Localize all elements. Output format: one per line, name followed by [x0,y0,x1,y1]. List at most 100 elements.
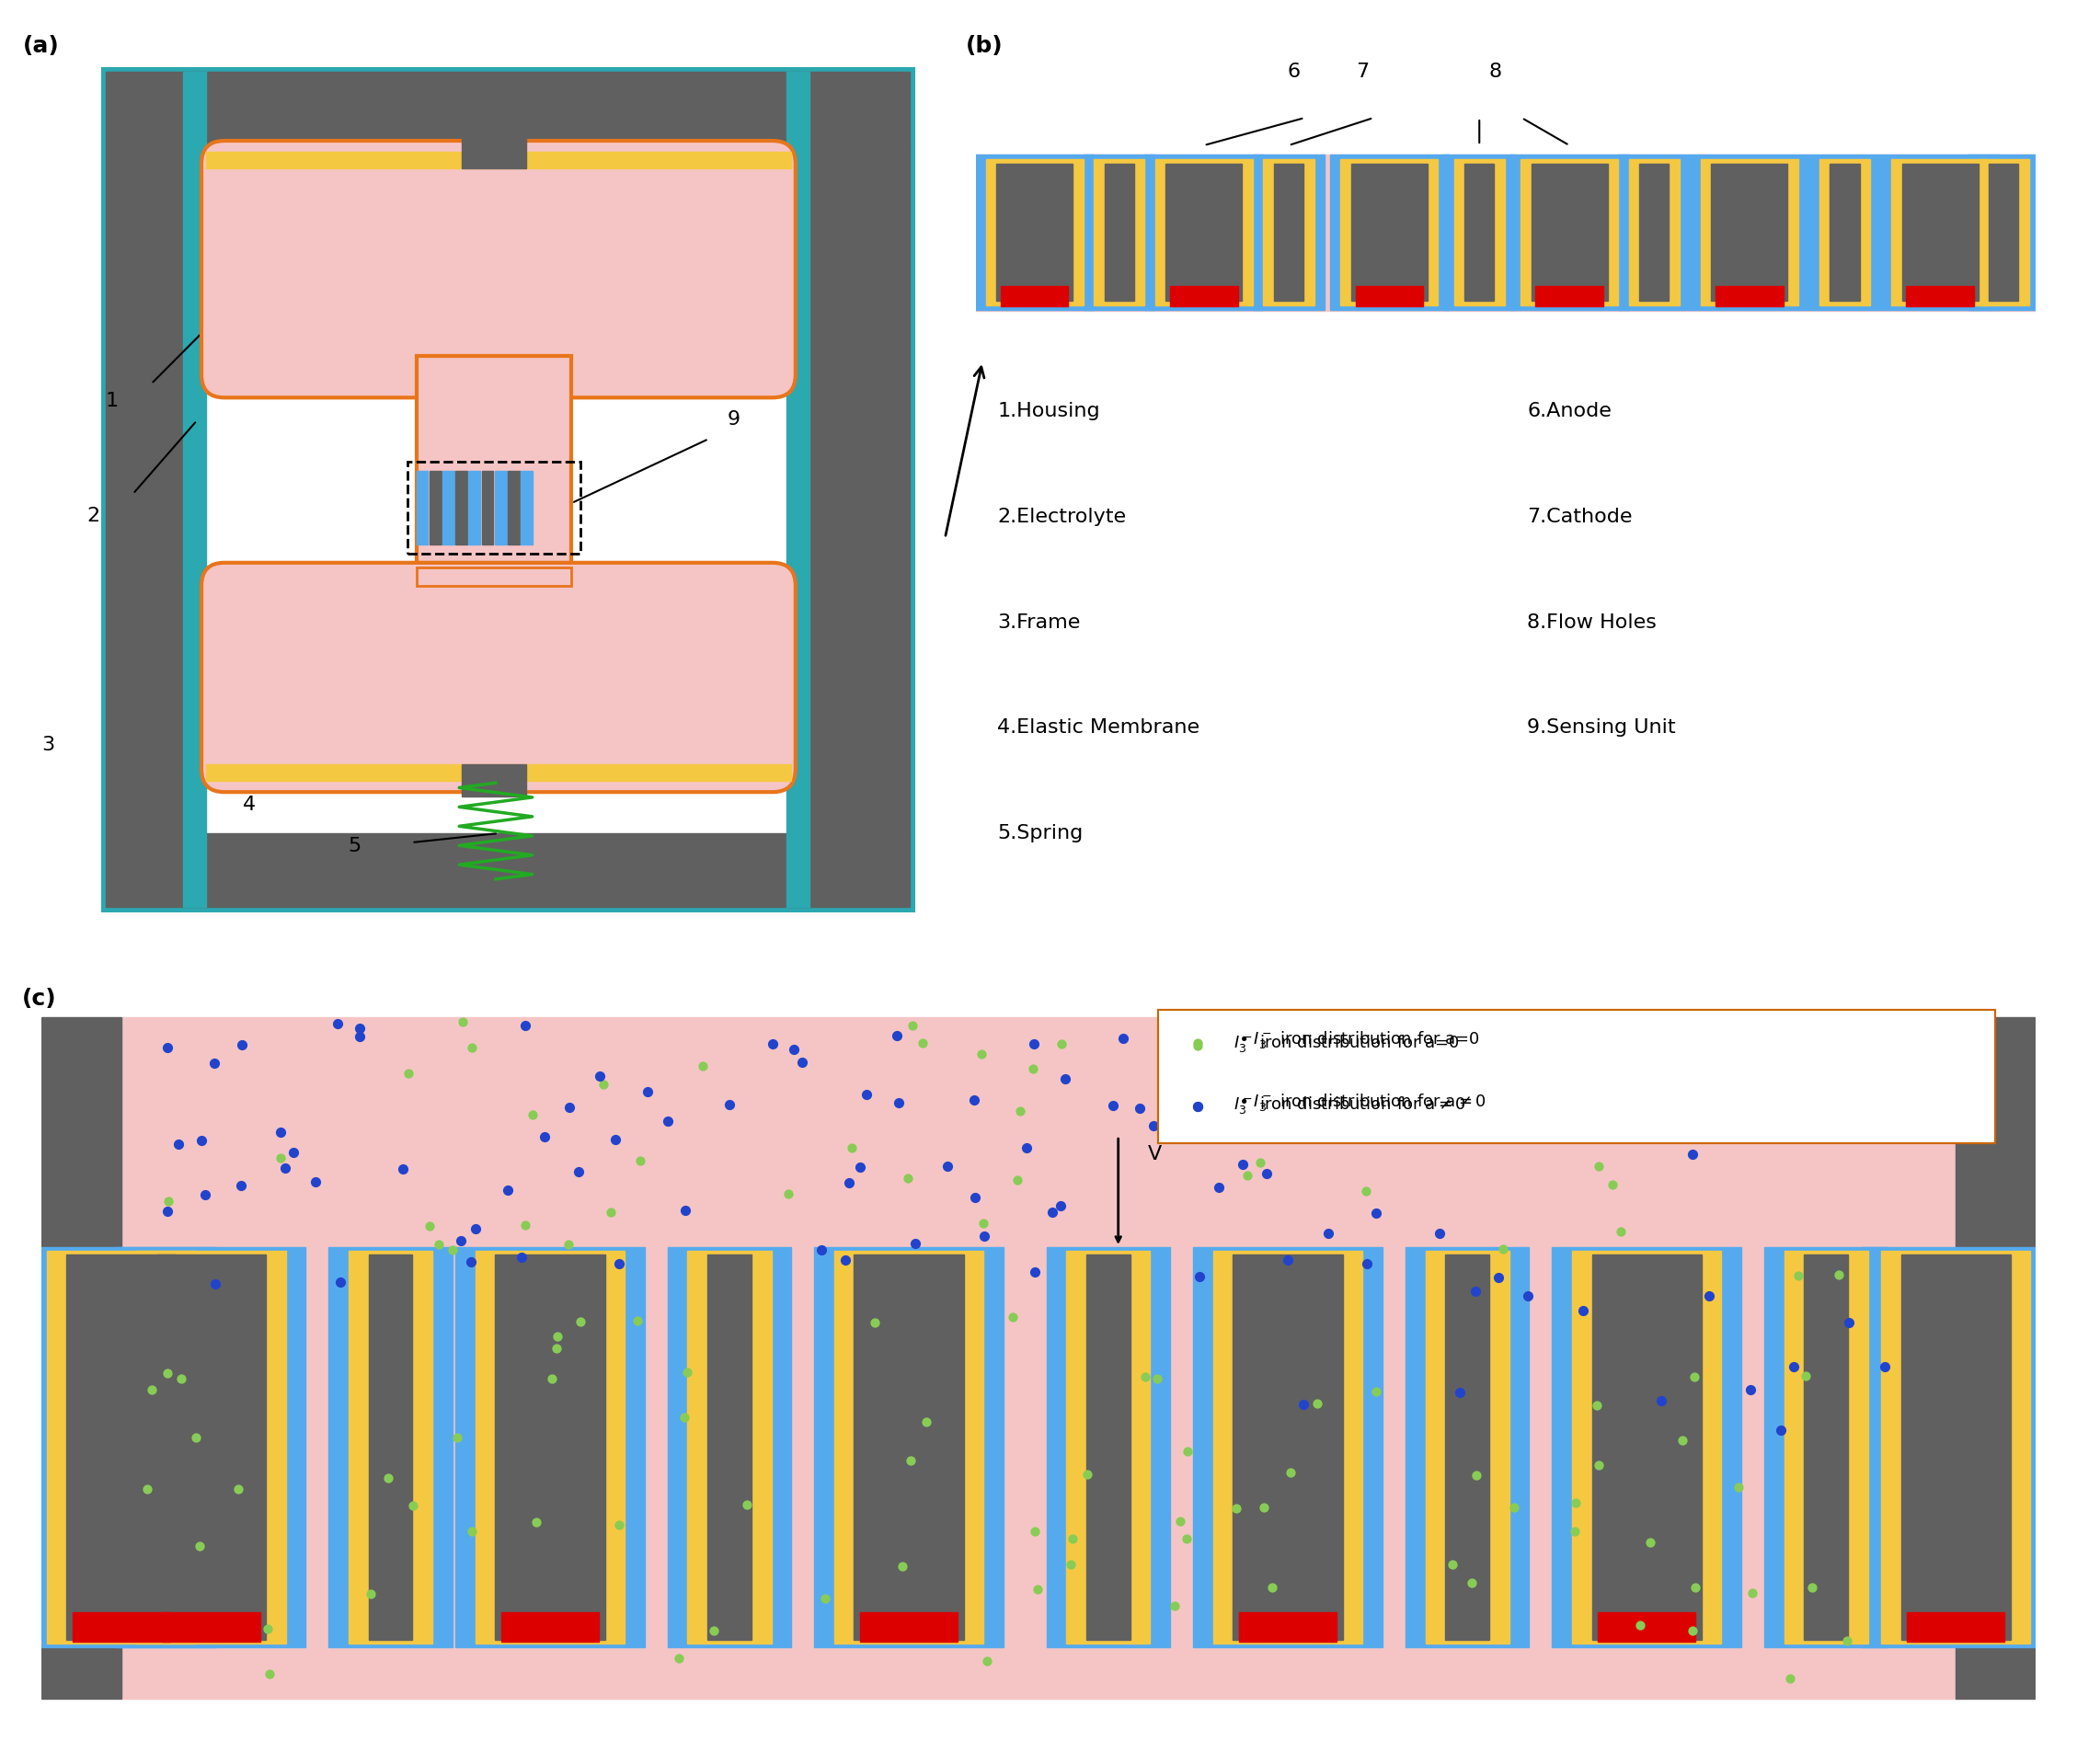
Bar [1990,164,2019,302]
Bar [455,471,467,545]
Point [1306,1058,1340,1087]
Point [1182,1092,1215,1120]
Bar [494,471,507,545]
Text: 5: 5 [347,836,361,856]
Point [698,1618,731,1646]
Bar [455,1247,644,1648]
Point [264,1143,297,1171]
Bar [476,1251,625,1644]
Point [436,1235,469,1263]
Point [835,1134,868,1162]
Bar [1861,1247,2050,1648]
Point [1595,1170,1628,1198]
Bar [1086,1254,1130,1641]
Point [224,1171,258,1200]
Text: 1.Housing: 1.Housing [997,402,1101,420]
Bar [349,1251,432,1644]
Point [1203,1173,1236,1201]
Point [1510,1282,1543,1311]
Point [540,1334,573,1362]
Point [1255,1573,1288,1602]
Point [1182,1030,1215,1058]
FancyBboxPatch shape [201,141,795,397]
Point [226,1030,260,1058]
Point [997,1304,1030,1332]
Bar [787,72,810,907]
Bar [106,833,910,907]
Point [1049,1065,1082,1094]
Point [602,1510,636,1538]
Bar [106,72,910,907]
Text: 2.Electrolyte: 2.Electrolyte [997,508,1126,526]
Bar [1444,155,1516,310]
Point [1358,1200,1392,1228]
Point [1624,1611,1657,1639]
Point [1169,1524,1203,1552]
Bar [1155,159,1252,305]
Point [598,1125,631,1154]
Point [444,1226,478,1254]
Point [893,1446,926,1475]
Point [152,1034,185,1062]
Point [135,1376,168,1404]
Point [957,1184,991,1212]
Point [152,1198,185,1226]
Point [276,1140,309,1168]
Point [1738,1115,1772,1143]
Bar [1406,1247,1529,1648]
Bar [415,471,428,545]
Point [565,1307,598,1335]
Point [777,1035,810,1064]
Bar [1691,155,1809,310]
Point [183,1533,216,1561]
Point [1350,1177,1383,1205]
Point [806,1237,839,1265]
Bar [106,72,910,145]
Point [162,1131,195,1159]
Bar [835,1251,984,1644]
Bar [1234,1254,1342,1641]
Bar [1711,164,1788,302]
Point [197,1050,231,1078]
Point [1001,1166,1034,1194]
Point [552,1094,586,1122]
Point [455,1034,488,1062]
Bar [415,568,571,586]
Point [1057,1524,1090,1552]
Point [413,1212,447,1240]
Point [1556,1073,1589,1101]
Point [1163,1506,1196,1535]
Bar [1892,159,1990,305]
Bar [1763,1247,1888,1648]
Bar [42,1018,120,1699]
Bar [106,145,197,833]
Point [669,1402,702,1431]
Point [189,1180,222,1208]
Text: (c): (c) [21,988,56,1011]
Point [1018,1258,1051,1286]
Point [1456,1568,1489,1596]
Point [519,1508,552,1536]
Point [1444,1379,1477,1408]
Point [1313,1219,1346,1247]
Point [199,1270,233,1298]
Bar [1159,1011,1996,1143]
Point [1018,1517,1051,1545]
Point [536,1365,569,1394]
Point [1246,1494,1279,1522]
Point [1678,1364,1711,1392]
Text: 7: 7 [1356,64,1369,81]
Bar [1066,1251,1151,1644]
Point [966,1039,999,1067]
Bar [1784,1251,1867,1644]
Bar [1977,159,2029,305]
Point [1693,1282,1726,1311]
Bar [1352,164,1427,302]
Point [1583,1152,1616,1180]
Point [264,1118,297,1147]
Point [843,1154,876,1182]
Point [1788,1362,1822,1390]
Point [1350,1249,1383,1277]
Point [1219,1494,1252,1522]
Point [1182,1032,1215,1060]
